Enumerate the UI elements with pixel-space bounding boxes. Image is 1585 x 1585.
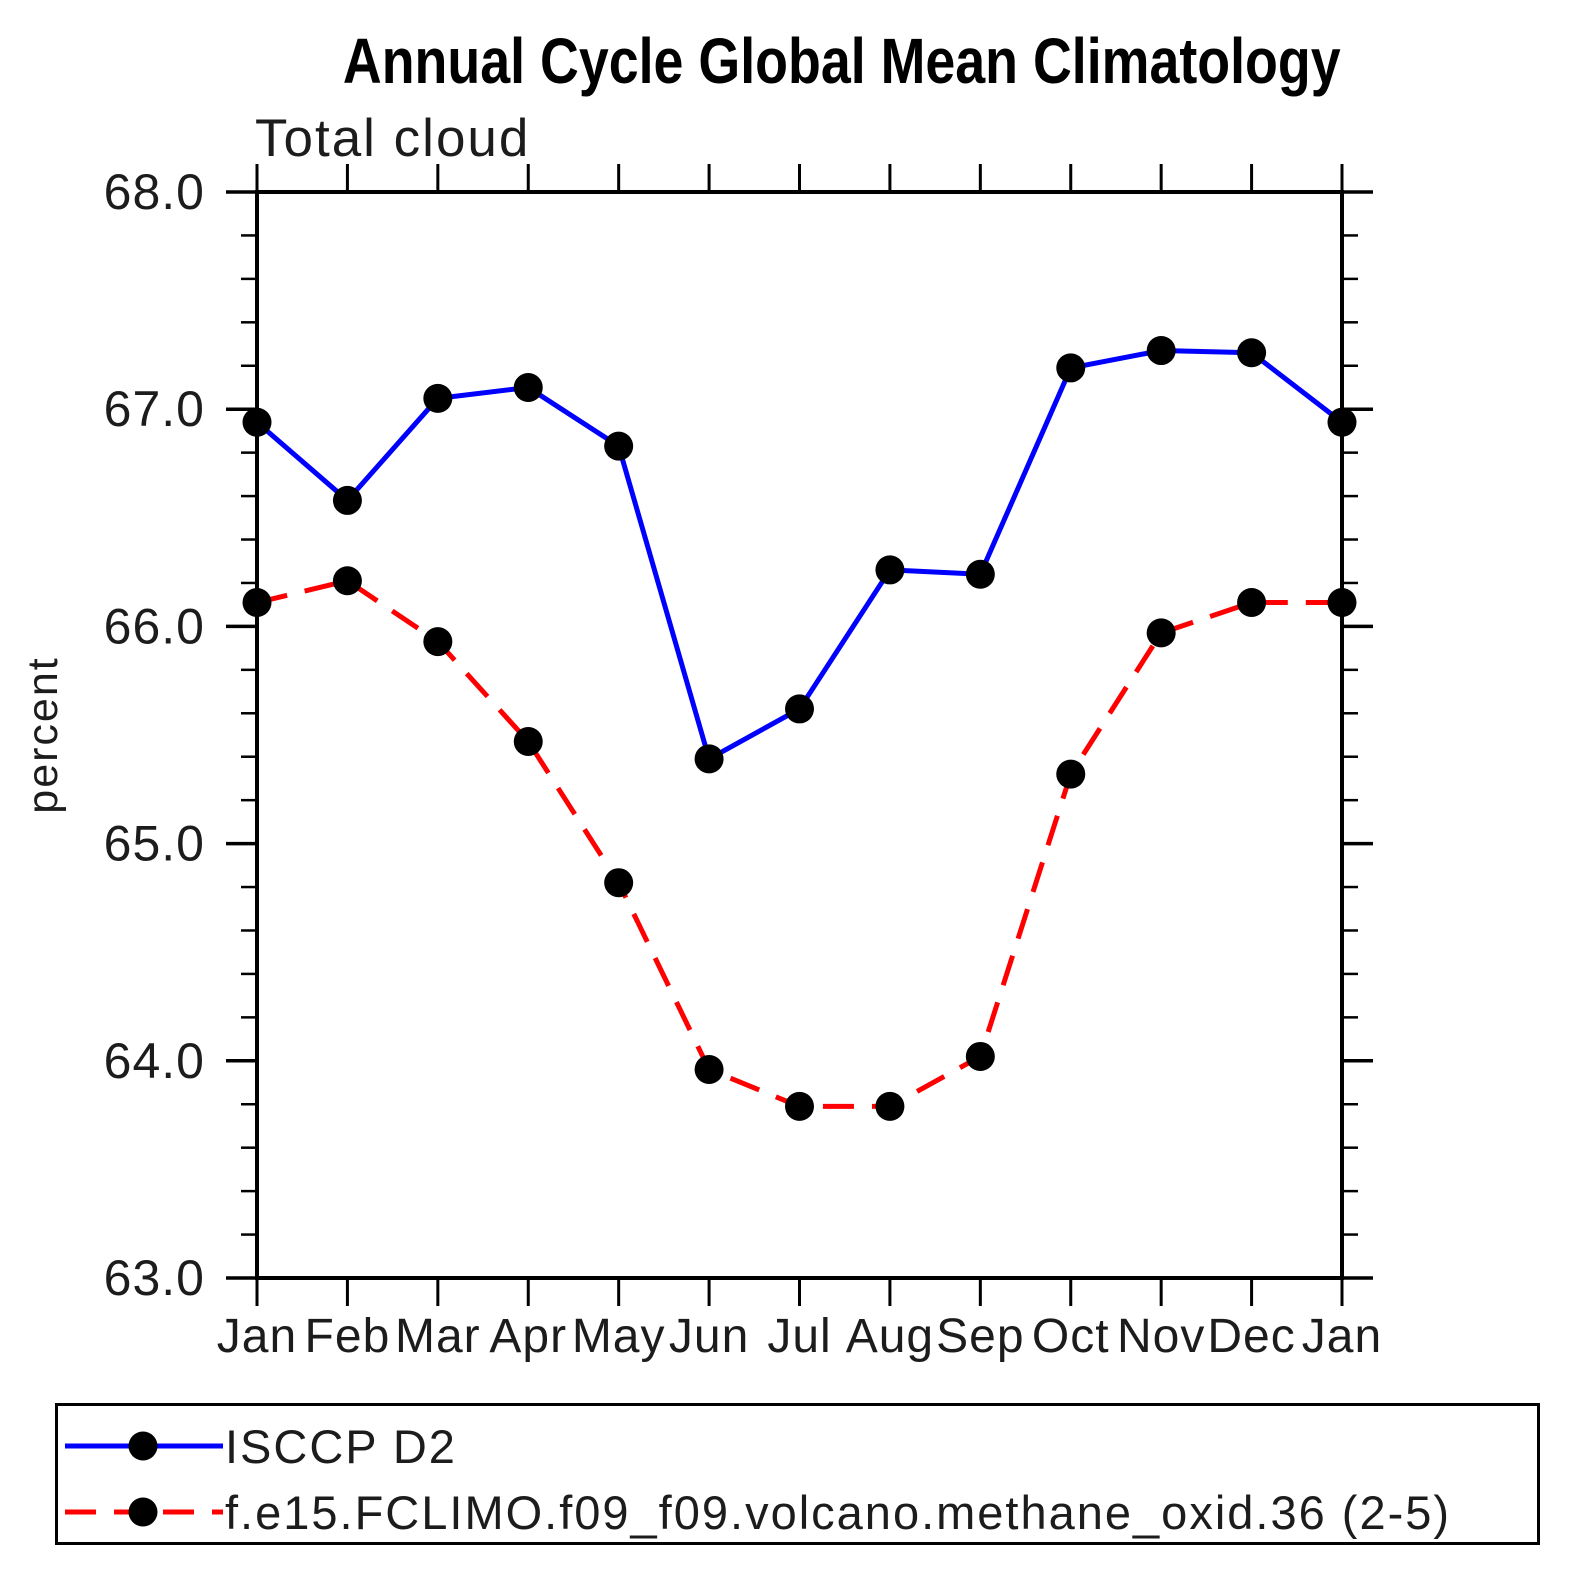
data-point-series0 — [1327, 407, 1357, 437]
y-tick-label: 67.0 — [104, 381, 205, 437]
legend-marker-dot — [128, 1431, 158, 1461]
x-tick-label: Aug — [846, 1310, 934, 1363]
data-point-series0 — [785, 694, 814, 724]
data-point-series0 — [1237, 338, 1267, 368]
data-point-series1 — [604, 868, 634, 898]
data-point-series0 — [604, 431, 634, 461]
data-point-series1 — [332, 566, 362, 596]
data-point-series0 — [242, 407, 272, 437]
data-point-series0 — [1056, 353, 1086, 383]
x-tick-label: Jan — [1302, 1310, 1382, 1363]
y-tick-label: 63.0 — [104, 1250, 205, 1306]
y-axis-title: percent — [19, 656, 67, 813]
data-point-series0 — [875, 555, 905, 585]
axis-frame — [255, 190, 1344, 1280]
legend-label-model: f.e15.FCLIMO.f09_f09.volcano.methane_oxi… — [225, 1486, 1452, 1539]
series-line-1 — [256, 578, 1342, 1109]
data-point-series1 — [1327, 588, 1357, 618]
legend-item-isccp: ISCCP D2 — [58, 1420, 1537, 1473]
x-tick-label: Dec — [1207, 1310, 1295, 1363]
data-point-series0 — [423, 383, 453, 413]
data-point-series1 — [242, 588, 272, 618]
data-point-series1 — [785, 1091, 814, 1121]
x-tick-label: Mar — [395, 1310, 481, 1363]
data-point-series1 — [1237, 588, 1267, 618]
legend-marker-dot — [128, 1497, 158, 1527]
x-tick-label: Jul — [767, 1310, 831, 1363]
x-tick-label: Sep — [936, 1310, 1024, 1363]
data-point-series1 — [1146, 618, 1176, 648]
data-point-series1 — [423, 627, 453, 657]
legend-sample-model-line — [65, 1497, 223, 1527]
chart-subtitle: Total cloud — [255, 109, 531, 168]
legend-item-model: f.e15.FCLIMO.f09_f09.volcano.methane_oxi… — [58, 1486, 1537, 1539]
y-tick-label: 68.0 — [104, 164, 205, 220]
data-point-series0 — [513, 372, 543, 402]
legend-box: ISCCP D2 f.e15.FCLIMO.f09_f09.volcano.me… — [55, 1403, 1540, 1545]
data-point-series1 — [1056, 759, 1086, 789]
data-point-series0 — [965, 559, 995, 589]
data-point-series1 — [694, 1054, 724, 1084]
y-tick-label: 66.0 — [104, 598, 205, 654]
y-tick-label: 65.0 — [104, 816, 205, 872]
y-tick-label: 64.0 — [104, 1033, 205, 1089]
data-point-series0 — [332, 485, 362, 515]
x-tick-label: Jan — [217, 1310, 297, 1363]
x-tick-label: Feb — [305, 1310, 391, 1363]
x-tick-label: Oct — [1032, 1310, 1110, 1363]
data-point-series0 — [694, 744, 724, 774]
x-tick-label: Jun — [669, 1310, 749, 1363]
data-point-series0 — [1146, 336, 1176, 366]
legend-label-isccp: ISCCP D2 — [225, 1420, 457, 1473]
data-point-series1 — [513, 727, 543, 757]
x-tick-label: May — [572, 1310, 666, 1363]
legend-sample-isccp-line — [65, 1431, 223, 1461]
x-tick-label: Apr — [489, 1310, 567, 1363]
data-point-series1 — [875, 1091, 905, 1121]
chart-title: Annual Cycle Global Mean Climatology — [342, 25, 1341, 97]
data-point-series1 — [965, 1041, 995, 1071]
x-tick-label: Nov — [1117, 1310, 1205, 1363]
